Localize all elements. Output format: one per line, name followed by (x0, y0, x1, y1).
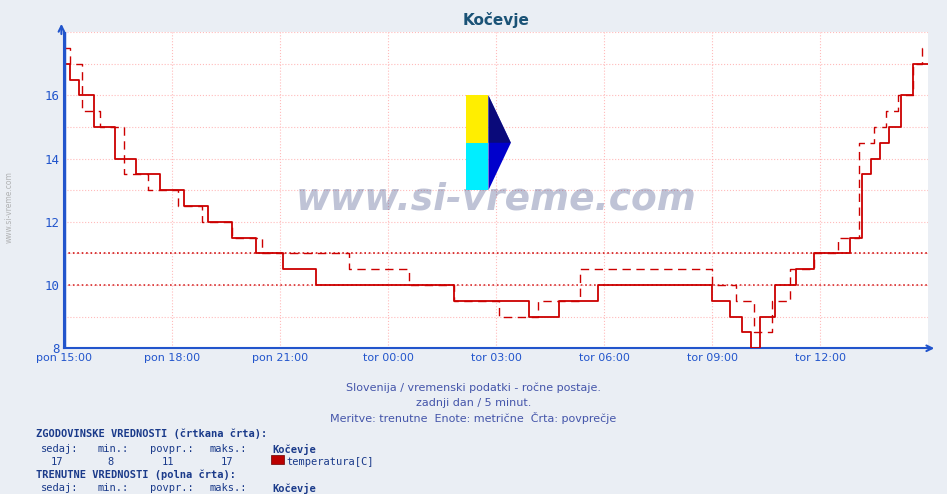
Text: 17: 17 (221, 457, 233, 467)
Title: Kočevje: Kočevje (463, 12, 529, 28)
Text: povpr.:: povpr.: (150, 444, 193, 453)
Text: Kočevje: Kočevje (273, 444, 316, 454)
Text: min.:: min.: (98, 444, 129, 453)
Text: 8: 8 (107, 457, 114, 467)
Text: 17: 17 (51, 457, 63, 467)
Text: Slovenija / vremenski podatki - ročne postaje.: Slovenija / vremenski podatki - ročne po… (346, 383, 601, 393)
Text: www.si-vreme.com: www.si-vreme.com (295, 182, 697, 218)
Text: 11: 11 (162, 457, 174, 467)
Text: TRENUTNE VREDNOSTI (polna črta):: TRENUTNE VREDNOSTI (polna črta): (36, 469, 236, 480)
Text: zadnji dan / 5 minut.: zadnji dan / 5 minut. (416, 398, 531, 408)
Text: min.:: min.: (98, 483, 129, 493)
Text: sedaj:: sedaj: (41, 483, 79, 493)
Text: povpr.:: povpr.: (150, 483, 193, 493)
Text: sedaj:: sedaj: (41, 444, 79, 453)
Text: temperatura[C]: temperatura[C] (286, 457, 373, 467)
Text: www.si-vreme.com: www.si-vreme.com (5, 171, 14, 244)
Text: maks.:: maks.: (209, 444, 247, 453)
Text: ZGODOVINSKE VREDNOSTI (črtkana črta):: ZGODOVINSKE VREDNOSTI (črtkana črta): (36, 429, 267, 439)
Text: Meritve: trenutne  Enote: metrične  Črta: povprečje: Meritve: trenutne Enote: metrične Črta: … (331, 412, 616, 424)
Text: maks.:: maks.: (209, 483, 247, 493)
Text: Kočevje: Kočevje (273, 483, 316, 494)
